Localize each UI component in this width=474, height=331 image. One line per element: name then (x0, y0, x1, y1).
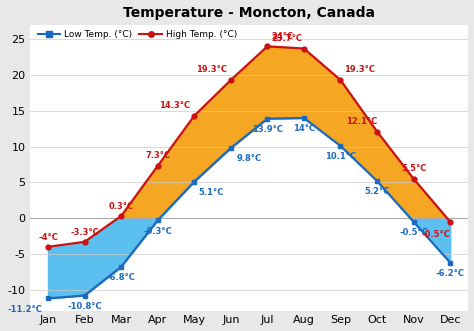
Text: 5.2°C: 5.2°C (365, 187, 390, 196)
Text: 10.1°C: 10.1°C (325, 152, 356, 161)
Text: 0.3°C: 0.3°C (109, 202, 134, 211)
Text: 9.8°C: 9.8°C (236, 155, 261, 164)
Text: 19.3°C: 19.3°C (196, 65, 227, 74)
Text: 13.9°C: 13.9°C (252, 125, 283, 134)
Text: -11.2°C: -11.2°C (8, 305, 43, 314)
Text: -6.2°C: -6.2°C (436, 269, 465, 278)
Text: 14°C: 14°C (293, 124, 315, 133)
Text: -6.8°C: -6.8°C (107, 273, 136, 282)
Text: -0.5°C: -0.5°C (399, 228, 428, 237)
Title: Temperature - Moncton, Canada: Temperature - Moncton, Canada (123, 6, 375, 20)
Text: 24°C: 24°C (271, 32, 293, 41)
Text: 7.3°C: 7.3°C (145, 151, 170, 160)
Text: -4°C: -4°C (38, 233, 58, 242)
Text: -3.3°C: -3.3°C (70, 228, 99, 237)
Legend: Low Temp. (°C), High Temp. (°C): Low Temp. (°C), High Temp. (°C) (34, 26, 240, 43)
Text: -0.5°C: -0.5°C (421, 230, 450, 239)
Text: 12.1°C: 12.1°C (346, 117, 377, 126)
Text: -10.8°C: -10.8°C (67, 302, 102, 311)
Text: 5.1°C: 5.1°C (198, 188, 223, 197)
Text: 23.7°C: 23.7°C (271, 34, 302, 43)
Text: 14.3°C: 14.3°C (159, 101, 191, 110)
Text: 19.3°C: 19.3°C (344, 65, 375, 74)
Text: 5.5°C: 5.5°C (401, 164, 426, 173)
Text: -0.3°C: -0.3°C (143, 227, 172, 236)
